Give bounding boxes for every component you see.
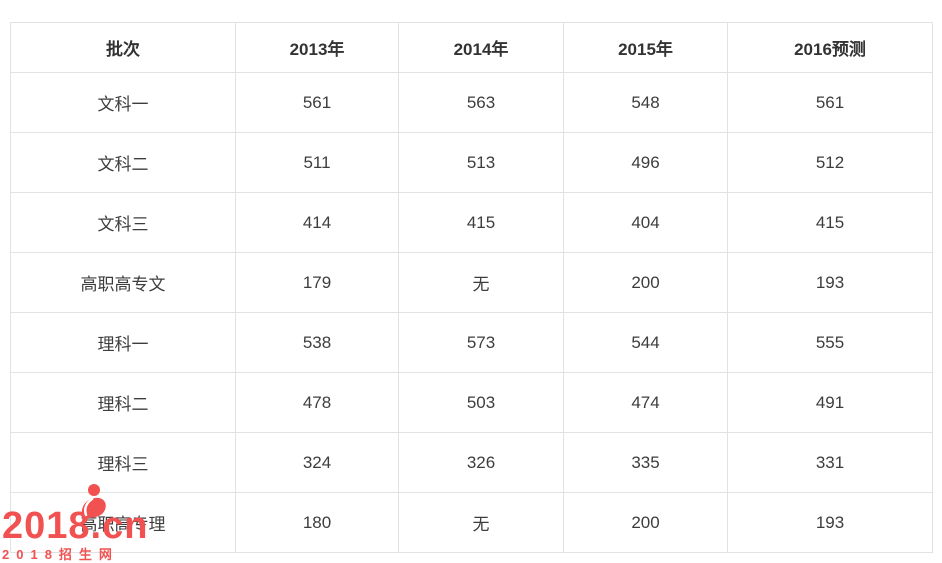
row-label: 文科三 (10, 192, 236, 253)
table-row: 文科三 414 415 404 415 (10, 192, 933, 253)
row-label: 高职高专理 (10, 492, 236, 553)
row-label: 高职高专文 (10, 252, 236, 313)
table-row: 理科一 538 573 544 555 (10, 312, 933, 373)
column-header-batch: 批次 (10, 22, 236, 73)
score-cell: 326 (398, 432, 564, 493)
score-cell: 无 (398, 492, 564, 553)
score-cell: 无 (398, 252, 564, 313)
row-label: 理科二 (10, 372, 236, 433)
row-label: 理科一 (10, 312, 236, 373)
score-cell: 512 (727, 132, 933, 193)
score-cell: 324 (235, 432, 399, 493)
table-row: 高职高专文 179 无 200 193 (10, 252, 933, 313)
row-label: 理科三 (10, 432, 236, 493)
score-cell: 179 (235, 252, 399, 313)
score-cell: 561 (235, 72, 399, 133)
score-table-container: 批次 2013年 2014年 2015年 2016预测 文科一 561 563 548… (10, 22, 933, 553)
score-cell: 511 (235, 132, 399, 193)
score-table: 批次 2013年 2014年 2015年 2016预测 文科一 561 563 548… (10, 22, 933, 553)
score-cell: 200 (563, 252, 728, 313)
score-cell: 478 (235, 372, 399, 433)
score-cell: 415 (727, 192, 933, 253)
score-cell: 335 (563, 432, 728, 493)
table-row: 理科三 324 326 335 331 (10, 432, 933, 493)
column-header-2015: 2015年 (563, 22, 728, 73)
score-cell: 544 (563, 312, 728, 373)
score-cell: 548 (563, 72, 728, 133)
column-header-2016: 2016预测 (727, 22, 933, 73)
table-row: 文科一 561 563 548 561 (10, 72, 933, 133)
row-label: 文科二 (10, 132, 236, 193)
score-cell: 180 (235, 492, 399, 553)
score-cell: 496 (563, 132, 728, 193)
score-cell: 513 (398, 132, 564, 193)
score-cell: 573 (398, 312, 564, 373)
table-row: 高职高专理 180 无 200 193 (10, 492, 933, 553)
table-body: 文科一 561 563 548 561 文科二 511 513 496 512 文科三 414 415 4… (10, 72, 933, 553)
table-row: 理科二 478 503 474 491 (10, 372, 933, 433)
score-cell: 503 (398, 372, 564, 433)
score-cell: 555 (727, 312, 933, 373)
score-cell: 193 (727, 492, 933, 553)
score-cell: 404 (563, 192, 728, 253)
table-row: 文科二 511 513 496 512 (10, 132, 933, 193)
column-header-2013: 2013年 (235, 22, 399, 73)
score-cell: 538 (235, 312, 399, 373)
score-cell: 193 (727, 252, 933, 313)
table-header-row: 批次 2013年 2014年 2015年 2016预测 (10, 22, 933, 73)
score-cell: 331 (727, 432, 933, 493)
score-cell: 414 (235, 192, 399, 253)
score-cell: 474 (563, 372, 728, 433)
score-cell: 561 (727, 72, 933, 133)
score-cell: 563 (398, 72, 564, 133)
score-cell: 491 (727, 372, 933, 433)
score-cell: 415 (398, 192, 564, 253)
column-header-2014: 2014年 (398, 22, 564, 73)
score-cell: 200 (563, 492, 728, 553)
row-label: 文科一 (10, 72, 236, 133)
